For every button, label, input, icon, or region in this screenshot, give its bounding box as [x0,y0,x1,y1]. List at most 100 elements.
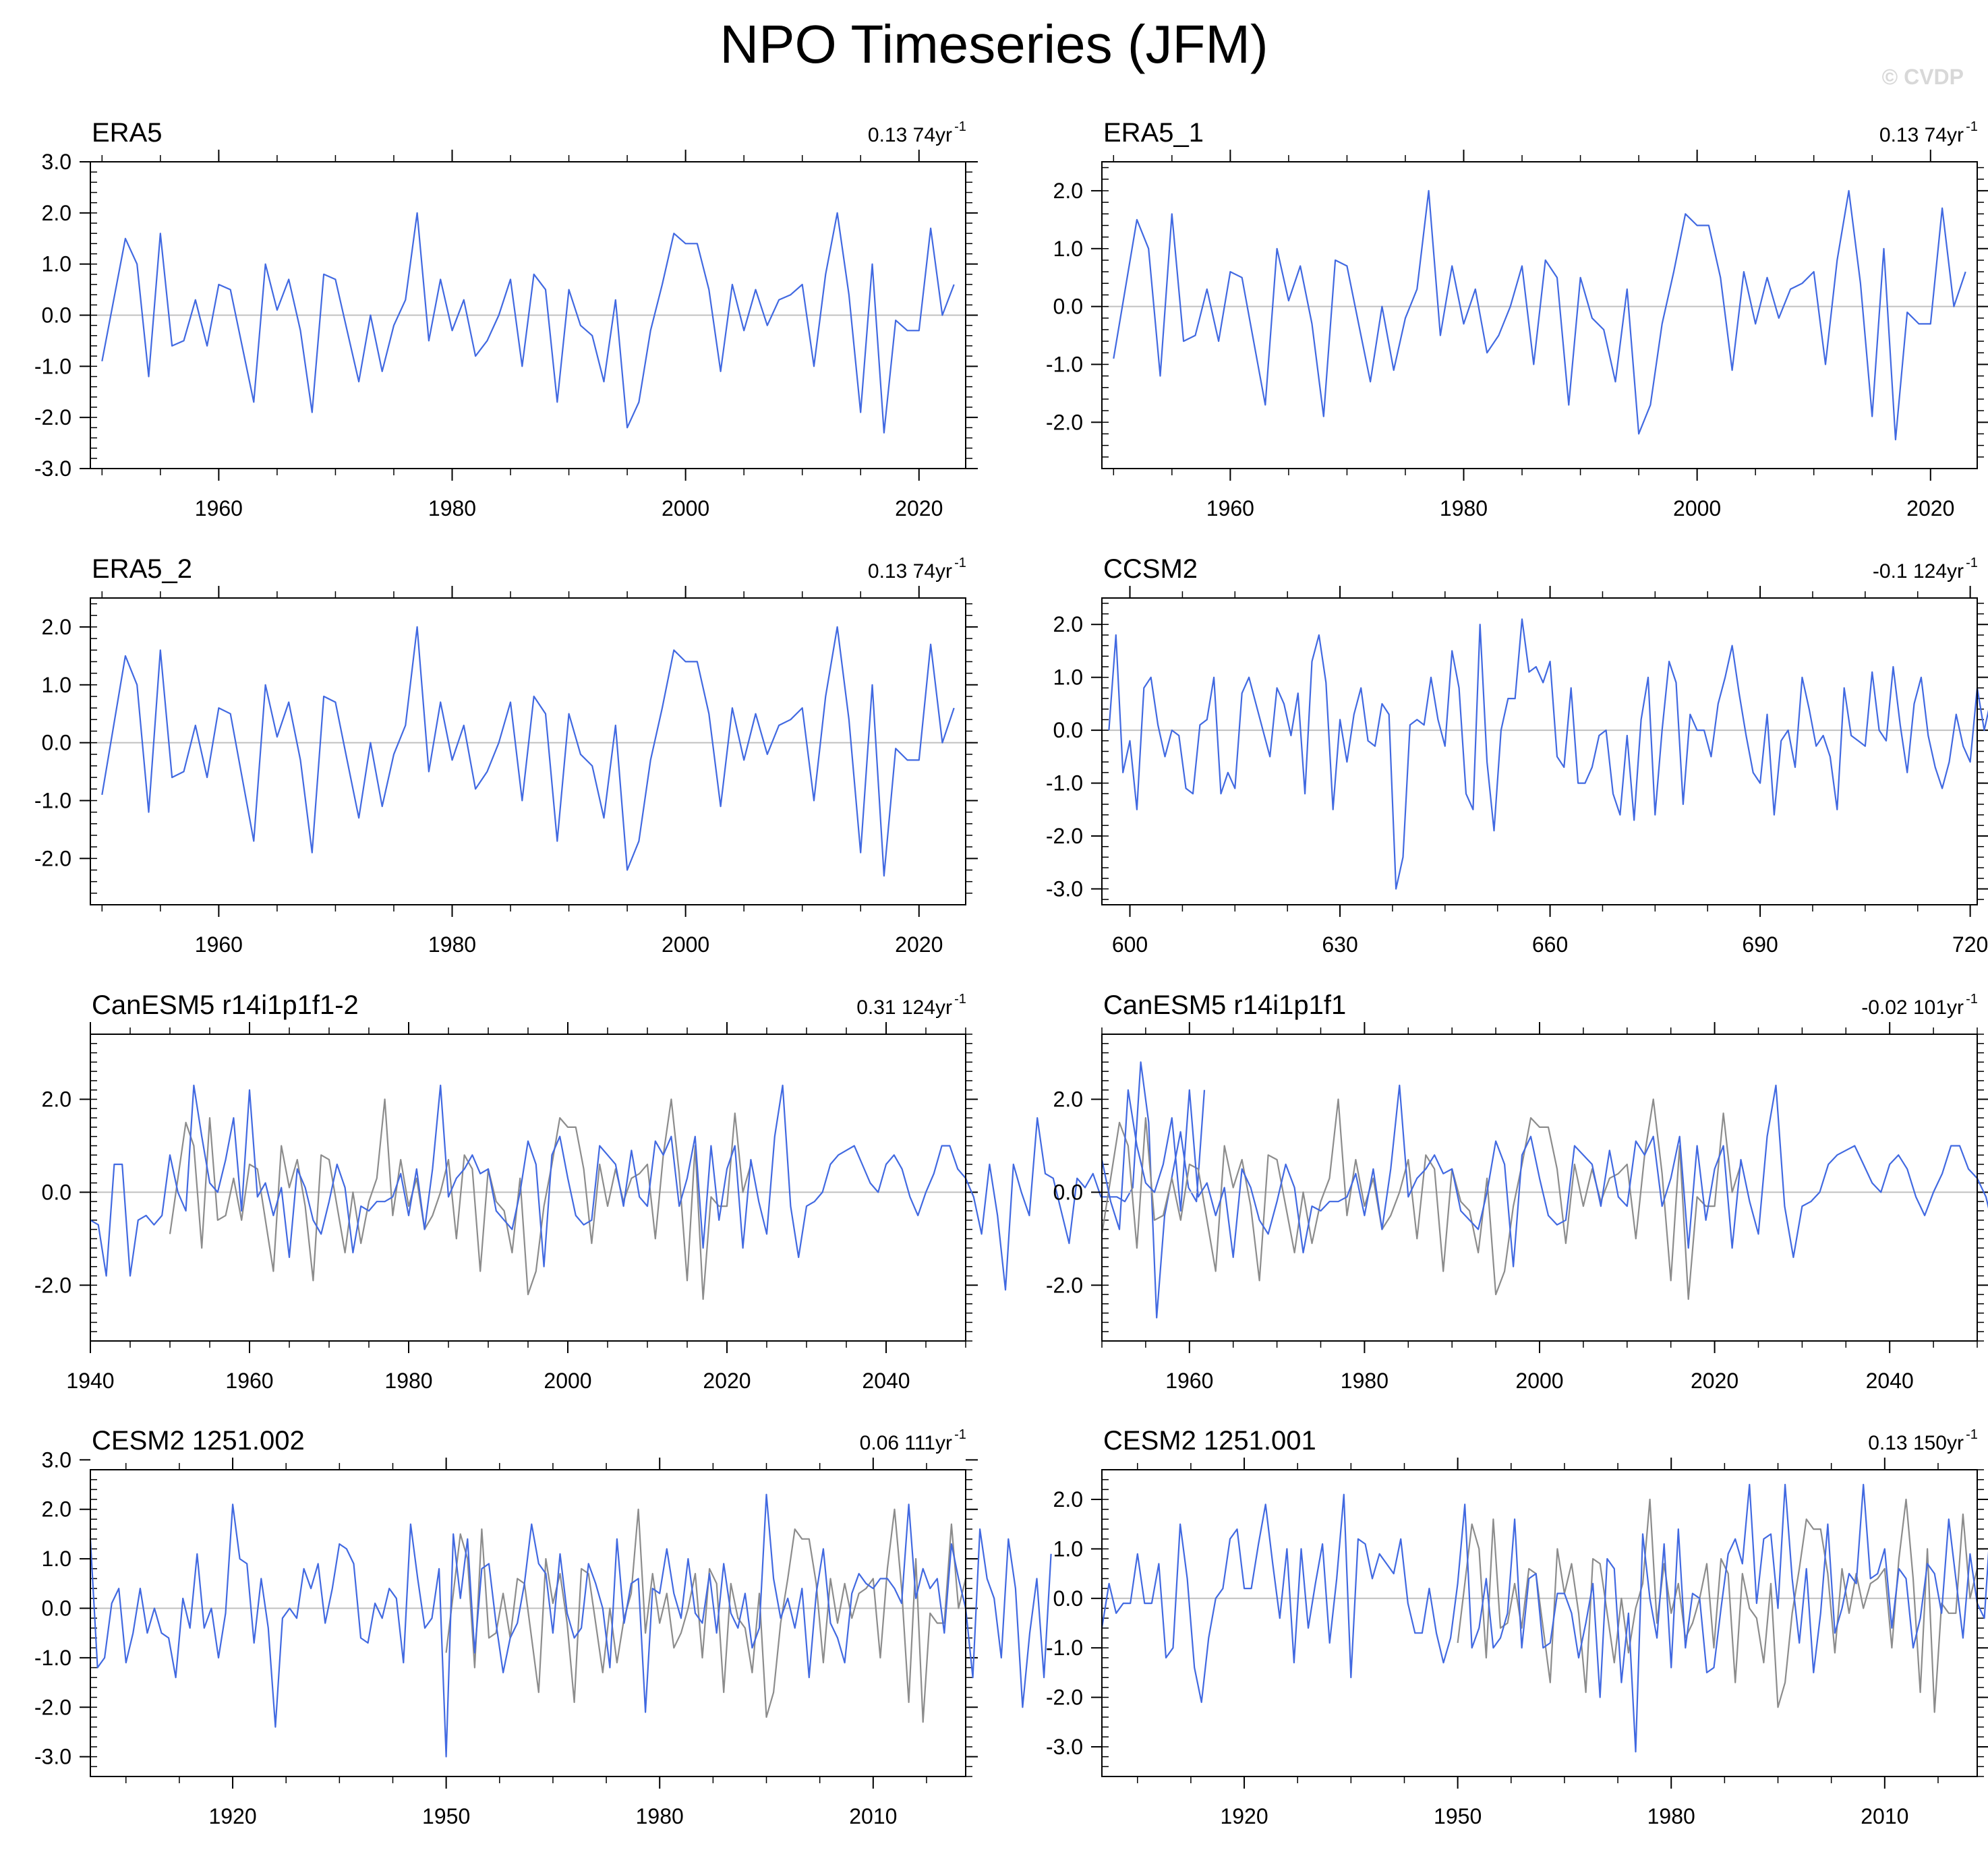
model-series-line [89,1493,1052,1758]
x-tick-label: 1980 [428,496,476,520]
y-tick-label: 0.0 [42,303,71,328]
model-series-line [1113,189,1966,441]
y-tick-label: 3.0 [42,1447,71,1472]
x-tick-label: 1950 [422,1804,470,1828]
panel-frame [1101,1469,1978,1777]
model-series-line [1108,618,1988,890]
obs-series-line [169,1098,752,1301]
model-series-line [1101,1483,1988,1753]
panel-frame [1101,161,1978,469]
panel-stat: 0.13 74yr [868,560,952,583]
y-tick-label: -2.0 [1046,1685,1083,1710]
y-tick-label: 1.0 [42,252,71,276]
panel-4: CCSM2 -0.1 124yr -1 -3.0 -2.0 -1.0 0.0 1.0 2.0 60… [1046,554,1988,957]
x-tick-label: 2020 [703,1369,751,1393]
panel-title: CESM2 1251.001 [1103,1426,1316,1456]
y-tick-label: -1.0 [1046,1636,1083,1660]
y-tick-label: -3.0 [34,1745,71,1769]
panel-title: CanESM5 r14i1p1f1-2 [92,990,359,1020]
panel-3: ERA5_2 0.13 74yr -1 -2.0 -1.0 0.0 1.0 2.0 1960 19… [34,554,978,957]
x-tick-label: 2010 [1861,1804,1908,1828]
y-tick-label: 2.0 [1053,1487,1083,1512]
x-tick-label: 1960 [195,932,243,957]
y-tick-label: 0.0 [1053,1586,1083,1611]
y-tick-label: -1.0 [34,788,71,812]
panel-stat: 0.13 150yr [1868,1432,1964,1454]
y-tick-label: -2.0 [1046,410,1083,434]
panel-title: ERA5_1 [1103,118,1204,148]
stat-superscript: -1 [954,1427,966,1442]
y-tick-label: -2.0 [34,1695,71,1719]
panel-frame [90,1034,966,1342]
model-series-line [101,212,955,434]
x-tick-label: 1980 [428,932,476,957]
panel-frame [90,1469,966,1777]
panel-2: ERA5_1 0.13 74yr -1 -2.0 -1.0 0.0 1.0 2.0 1960 19… [1046,118,1988,520]
panel-title: ERA5 [92,118,163,148]
y-tick-label: 2.0 [1053,612,1083,636]
x-tick-label: 2000 [662,932,709,957]
panel-stat: 0.06 111yr [860,1432,952,1454]
y-tick-label: 2.0 [1053,179,1083,203]
stat-superscript: -1 [954,556,966,570]
panel-stat: -0.02 101yr [1861,996,1964,1019]
model-series-line [101,626,955,877]
y-tick-label: -1.0 [1046,352,1083,376]
y-tick-label: 2.0 [42,1497,71,1522]
y-tick-label: 0.0 [42,1596,71,1620]
panel-frame [90,597,966,905]
x-tick-label: 1980 [1440,496,1488,520]
obs-series-line [1101,1098,1742,1301]
y-tick-label: -3.0 [34,456,71,481]
panel-stat: -0.1 124yr [1873,560,1964,583]
x-tick-label: 2020 [1691,1369,1738,1393]
figure-title: NPO Timeseries (JFM) [720,14,1268,74]
panel-frame [1101,1034,1978,1342]
panel-6: CanESM5 r14i1p1f1 -0.02 101yr -1 -2.0 0.0 2.0… [1046,990,1988,1393]
y-tick-label: 1.0 [42,1547,71,1571]
x-tick-label: 2040 [1866,1369,1914,1393]
y-tick-label: -2.0 [1046,824,1083,848]
x-tick-label: 630 [1322,932,1357,957]
x-tick-label: 600 [1112,932,1148,957]
x-tick-label: 1960 [225,1369,273,1393]
y-tick-label: 2.0 [42,1087,71,1112]
y-tick-label: 3.0 [42,150,71,174]
y-tick-label: 1.0 [42,673,71,697]
x-tick-label: 1940 [66,1369,114,1393]
y-tick-label: 0.0 [1053,718,1083,742]
x-tick-label: 2000 [662,496,709,520]
panel-stat: 0.13 74yr [1879,124,1964,146]
panel-5: CanESM5 r14i1p1f1-2 0.31 124yr -1 -2.0 0.0 2.… [34,990,1206,1393]
y-tick-label: 2.0 [1053,1087,1083,1112]
panel-1: ERA5 0.13 74yr -1 -3.0 -2.0 -1.0 0.0 1.0 2.0 3.0 1… [34,118,978,520]
stat-superscript: -1 [1966,119,1978,134]
x-tick-label: 1980 [636,1804,684,1828]
x-tick-label: 720 [1952,932,1988,957]
stat-superscript: -1 [954,119,966,134]
x-tick-label: 2020 [1906,496,1954,520]
y-tick-label: -3.0 [1046,1735,1083,1759]
x-tick-label: 660 [1532,932,1568,957]
y-tick-label: -2.0 [34,1273,71,1297]
y-tick-label: -1.0 [1046,771,1083,796]
y-tick-label: -3.0 [1046,876,1083,901]
x-tick-label: 2010 [849,1804,897,1828]
panel-title: CCSM2 [1103,554,1198,584]
y-tick-label: -2.0 [1046,1273,1083,1297]
y-tick-label: -1.0 [34,1646,71,1670]
y-tick-label: 0.0 [42,731,71,755]
copyright-watermark: © CVDP [1881,65,1964,89]
y-tick-label: 0.0 [42,1180,71,1204]
stat-superscript: -1 [954,992,966,1007]
x-tick-label: 1950 [1434,1804,1482,1828]
x-tick-label: 1980 [1341,1369,1388,1393]
obs-series-line [445,1508,967,1723]
x-tick-label: 2000 [1515,1369,1563,1393]
panel-title: CESM2 1251.002 [92,1426,305,1456]
x-tick-label: 690 [1742,932,1778,957]
x-tick-label: 1920 [208,1804,256,1828]
x-tick-label: 2020 [895,932,943,957]
y-tick-label: -2.0 [34,405,71,429]
